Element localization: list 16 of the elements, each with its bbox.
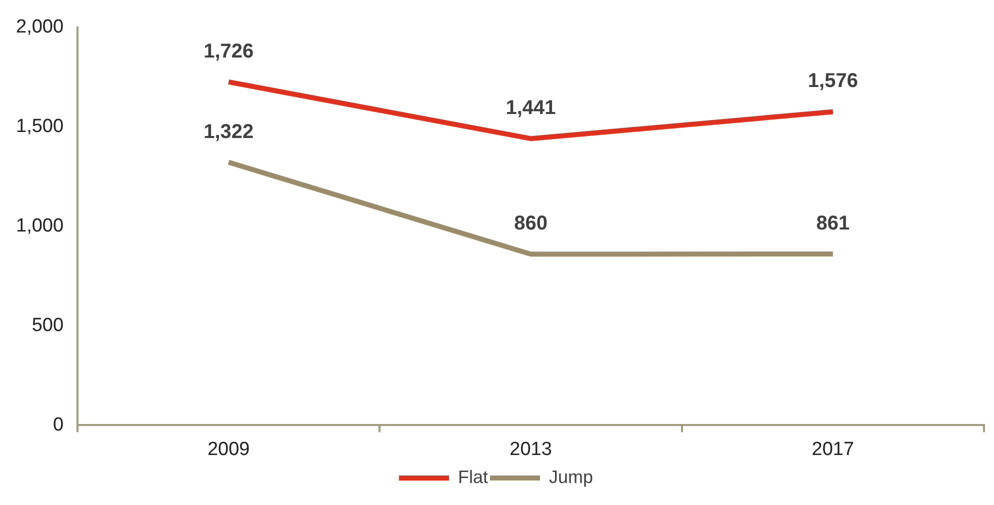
x-tick-label: 2017 [812,438,854,460]
y-tick-label: 1,000 [16,216,64,237]
y-tick-label: 2,000 [16,16,64,38]
x-tick-label: 2013 [510,438,552,460]
data-label: 1,322 [204,120,254,143]
y-tick-label: 0 [52,414,64,436]
x-tick-label: 2009 [207,438,250,460]
data-label: 860 [514,212,548,235]
data-label: 1,441 [506,97,556,120]
y-tick-label: 1,500 [16,116,64,138]
y-tick-label: 500 [32,314,64,336]
data-label: 1,576 [808,70,858,92]
data-label: 861 [816,212,850,234]
legend-label: Jump [548,466,594,487]
data-label: 1,726 [204,40,254,62]
legend-label: Flat [458,466,488,487]
